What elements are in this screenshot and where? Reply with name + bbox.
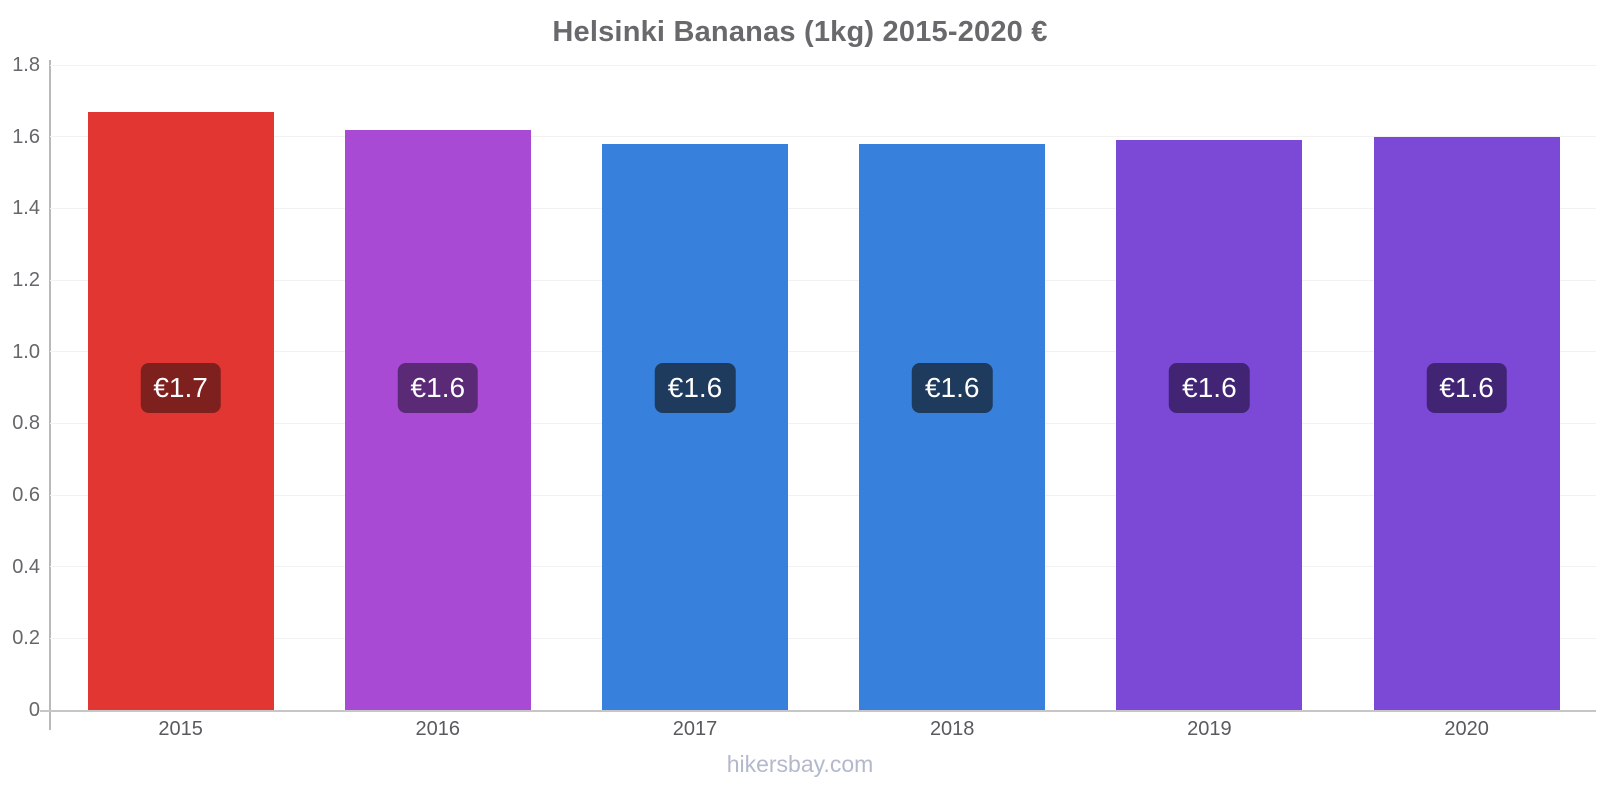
gridline-1.8 [50,64,1596,66]
bar-value-badge: €1.6 [654,363,736,413]
gridline-1.6 [50,136,1596,138]
y-axis-tick-label: 1.2 [12,269,40,291]
y-axis-tick-label: 1.6 [12,125,40,148]
x-axis-tick-label: 2015 [158,718,203,740]
gridline-0.8 [50,422,1596,424]
gridline-0.6 [50,494,1596,496]
y-axis-tick-label: 0.4 [12,555,40,578]
y-axis-tick-label: 1.8 [12,54,40,76]
gridline-1.4 [50,207,1596,209]
bar-value-badge: €1.6 [1426,363,1507,413]
x-axis-line [40,710,1596,712]
gridline-0.2 [50,637,1596,639]
y-axis-tick-label: 1.4 [12,197,40,220]
gridline-1.2 [50,279,1596,281]
bar-2016[interactable] [344,129,531,710]
y-axis-tick-label: 0.6 [12,484,40,506]
bar-2018[interactable] [859,143,1046,710]
y-axis-line [49,60,51,730]
x-axis-tick-label: 2020 [1444,718,1489,740]
x-axis-tick-label: 2017 [672,718,718,740]
y-axis-tick-label: 0 [28,699,40,721]
bar-value-badge: €1.6 [397,363,479,413]
y-axis-tick-label: 1.0 [12,340,40,363]
gridline-0.4 [50,566,1596,568]
bar-value-badge: €1.7 [140,363,221,413]
x-axis-tick-label: 2018 [929,718,975,740]
gridline-1.0 [50,351,1596,353]
bar-2017[interactable] [602,143,788,710]
x-axis-tick-label: 2019 [1187,718,1232,740]
y-axis-tick-label: 0.8 [12,412,40,435]
chart-title: Helsinki Bananas (1kg) 2015-2020 € [552,16,1048,48]
x-axis-tick-label: 2016 [415,718,461,740]
y-axis-tick-label: 0.2 [12,627,40,650]
bar-value-badge: €1.6 [1169,363,1250,413]
bar-2019[interactable] [1116,140,1303,710]
watermark-text: hikersbay.com [726,751,874,777]
bar-2020[interactable] [1373,136,1560,710]
bar-value-badge: €1.6 [911,363,993,413]
